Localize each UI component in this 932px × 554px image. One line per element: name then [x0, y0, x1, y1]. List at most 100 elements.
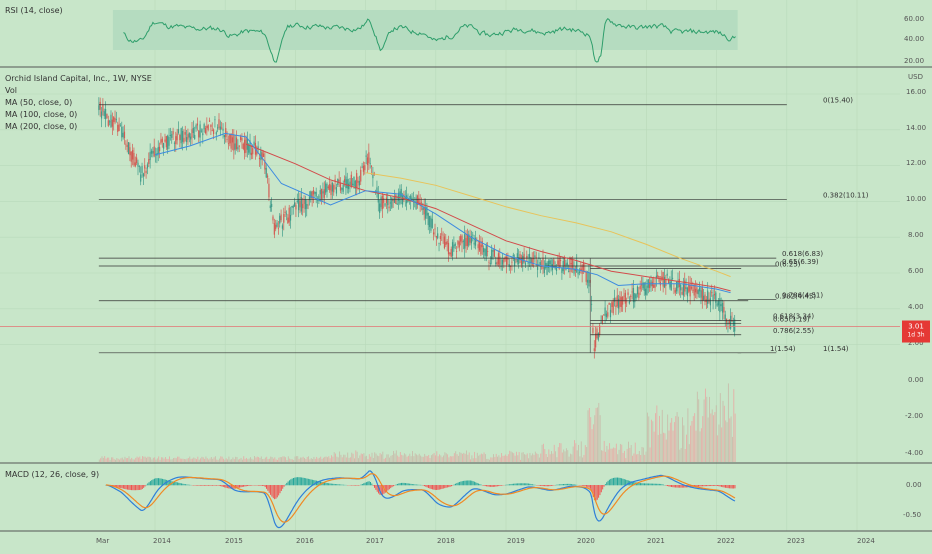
- candle-body: [168, 137, 169, 146]
- candle-body: [221, 128, 222, 129]
- candle-body: [664, 277, 665, 287]
- volume-bar: [481, 454, 482, 462]
- candle-body: [461, 235, 462, 243]
- macd-hist-bar: [656, 484, 657, 486]
- macd-hist-bar: [269, 485, 270, 493]
- volume-bar: [339, 451, 340, 462]
- volume-bar: [189, 457, 190, 462]
- candle-body: [204, 124, 205, 129]
- volume-bar: [465, 454, 466, 462]
- macd-hist-bar: [437, 485, 438, 490]
- volume-bar: [166, 459, 167, 462]
- candle-body: [463, 241, 464, 242]
- volume-bar: [408, 456, 409, 462]
- time-tick-2014: 2014: [153, 537, 171, 545]
- macd-hist-bar: [621, 478, 622, 485]
- volume-bar: [129, 456, 130, 462]
- macd-hist-bar: [641, 483, 642, 485]
- macd-hist-bar: [643, 483, 644, 485]
- candle-body: [680, 285, 681, 291]
- candle-body: [418, 198, 419, 204]
- fib-level-label: 0(15.40): [823, 97, 853, 105]
- volume-bar: [335, 454, 336, 462]
- macd-hist-bar: [602, 485, 603, 489]
- volume-bar: [517, 455, 518, 462]
- macd-hist-bar: [325, 483, 326, 486]
- volume-bar: [102, 456, 103, 462]
- macd-hist-bar: [639, 483, 640, 485]
- candle-body: [619, 296, 620, 307]
- volume-bar: [111, 457, 112, 462]
- candle-body: [324, 189, 325, 198]
- candle-body: [710, 298, 711, 305]
- macd-hist-bar: [311, 479, 312, 485]
- candle-body: [357, 181, 358, 183]
- candle-body: [397, 203, 398, 204]
- volume-bar: [655, 413, 656, 462]
- macd-hist-bar: [416, 485, 417, 486]
- volume-bar: [369, 454, 370, 462]
- macd-hist-bar: [238, 485, 239, 488]
- volume-bar: [146, 458, 147, 462]
- volume-bar: [357, 452, 358, 462]
- volume-bar: [188, 458, 189, 462]
- candle-body: [606, 314, 607, 318]
- macd-hist-bar: [197, 485, 198, 486]
- candle-body: [636, 294, 637, 298]
- macd-hist-bar: [443, 485, 444, 489]
- candle-body: [301, 197, 302, 212]
- volume-bar: [555, 451, 556, 462]
- macd-hist-bar: [274, 485, 275, 499]
- candle-body: [348, 184, 349, 189]
- time-tick-2015: 2015: [225, 537, 243, 545]
- candle-body: [151, 151, 152, 154]
- candle-body: [715, 293, 716, 303]
- candle-body: [166, 136, 167, 147]
- volume-bar: [342, 457, 343, 462]
- rsi-tick-20: 20.00: [904, 57, 924, 65]
- macd-hist-bar: [194, 485, 195, 486]
- volume-bar: [556, 457, 557, 462]
- volume-bar: [573, 447, 574, 462]
- volume-bar: [237, 457, 238, 462]
- macd-hist-bar: [258, 485, 259, 486]
- candle-body: [623, 296, 624, 297]
- candle-body: [456, 251, 457, 252]
- candle-body: [687, 288, 688, 297]
- candle-body: [436, 236, 437, 238]
- volume-bar: [142, 456, 143, 462]
- candle-body: [685, 287, 686, 289]
- macd-hist-bar: [539, 485, 540, 486]
- candle-body: [268, 184, 269, 198]
- candle-body: [711, 292, 712, 293]
- time-tick-2023: 2023: [787, 537, 805, 545]
- macd-hist-bar: [714, 485, 715, 486]
- macd-hist-bar: [614, 478, 615, 486]
- macd-hist-bar: [678, 485, 679, 488]
- macd-hist-bar: [493, 485, 494, 487]
- macd-hist-bar: [473, 481, 474, 485]
- candle-body: [449, 253, 450, 254]
- macd-hist-bar: [574, 484, 575, 485]
- candle-body: [430, 218, 431, 231]
- volume-bar: [281, 457, 282, 462]
- volume-bar: [149, 457, 150, 462]
- candle-body: [278, 228, 279, 229]
- candle-body: [162, 139, 163, 143]
- macd-hist-bar: [682, 485, 683, 488]
- volume-bar: [440, 455, 441, 462]
- candle-body: [460, 236, 461, 241]
- legend-ma50: MA (50, close, 0): [5, 98, 72, 107]
- volume-bar: [709, 397, 710, 462]
- candle-body: [433, 232, 434, 234]
- macd-hist-bar: [408, 483, 409, 485]
- candle-body: [549, 261, 550, 265]
- volume-bar: [241, 458, 242, 462]
- macd-hist-bar: [544, 485, 545, 486]
- volume-bar: [527, 453, 528, 462]
- price-title: Orchid Island Capital, Inc., 1W, NYSE: [5, 74, 152, 83]
- macd-hist-bar: [409, 484, 410, 486]
- volume-bar: [251, 459, 252, 462]
- volume-bar: [227, 459, 228, 462]
- macd-hist-bar: [448, 485, 449, 487]
